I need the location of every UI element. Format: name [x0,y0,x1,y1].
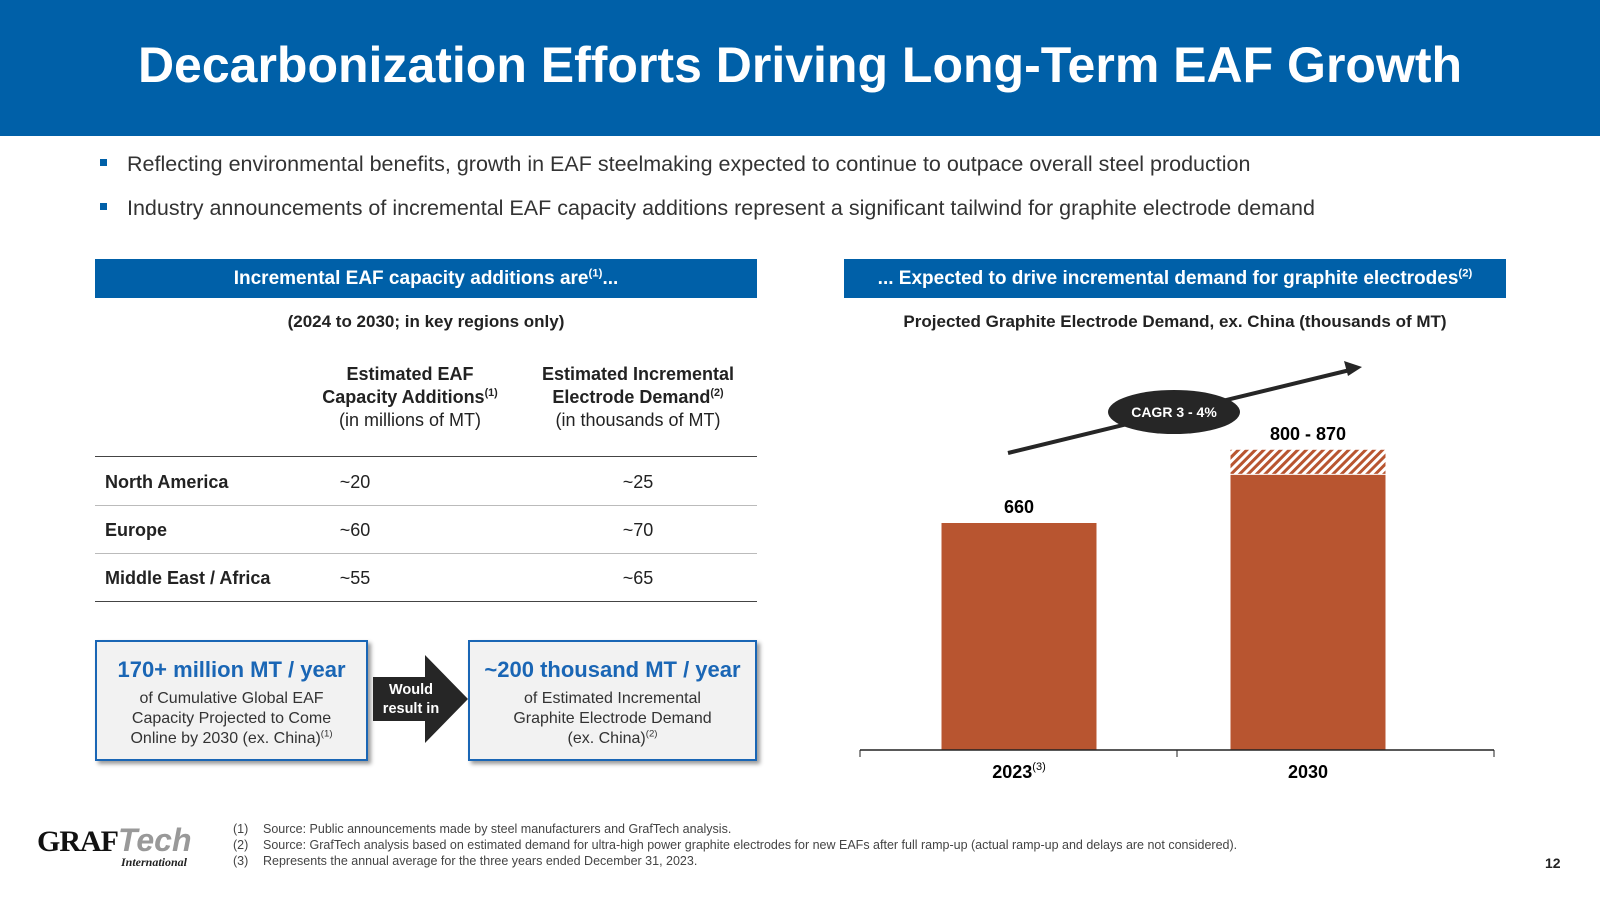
column-header-capacity: Estimated EAF Capacity Additions(1) (in mi… [280,363,540,432]
demand-callout: ~200 thousand MT / year of Estimated Inc… [468,640,757,761]
callout-text: Capacity Projected to Come [131,710,332,727]
footnote-num: (3) [233,854,249,868]
footnote-num: (2) [233,838,249,852]
bar-range [1230,449,1386,474]
table-row: Europe ~60 ~70 [95,506,757,554]
footnote-text: Represents the annual average for the th… [263,854,698,868]
header-bar [0,0,1600,136]
table-subtitle: (2024 to 2030; in key regions only) [287,312,565,331]
col-unit: (in thousands of MT) [555,410,721,430]
capacity: ~60 [339,520,371,540]
col-label: Estimated Incremental [541,364,735,384]
demand: ~25 [622,472,654,492]
footnote-text: Source: GrafTech analysis based on estim… [263,838,1238,852]
banner-text: ... Expected to drive incremental demand… [877,268,1459,289]
category-label: 2030 [1288,762,1328,782]
demand: ~70 [622,520,654,540]
bar [1230,474,1386,750]
bullet-text: Reflecting environmental benefits, growt… [127,152,1251,176]
col-unit: (in millions of MT) [338,410,481,430]
arrow-icon [373,655,468,743]
footnote-ref: (2) [645,728,658,740]
arrow-text: result in [382,701,440,717]
bar [941,523,1097,750]
logo-text: Tech [118,822,192,858]
region: North America [105,472,229,492]
col-label: Estimated EAF [346,364,474,384]
footnote-ref: (2) [1458,267,1473,280]
bullet: Industry announcements of incremental EA… [100,196,1315,221]
footnote: (1) Source: Public announcements made by … [233,822,731,836]
banner-tail: ... [602,268,619,289]
demand: ~65 [622,568,654,588]
bullet-icon [100,158,107,166]
region: Europe [105,520,168,540]
col-label: Capacity Additions [322,387,485,407]
left-banner: Incremental EAF capacity additions are(1… [95,259,757,298]
capacity-callout: 170+ million MT / year of Cumulative Glo… [95,640,368,761]
data-label: 800 - 870 [1270,424,1346,444]
bar-chart: CAGR 3 - 4% 660 2023(3) 800 - 870 2030 [859,361,1495,782]
footnote-ref: (1) [320,728,333,740]
category-label: 2023(3) [992,761,1046,782]
footnote-ref: (1) [588,267,603,280]
col-label: Electrode Demand [552,387,711,407]
table-row: Middle East / Africa ~55 ~65 [95,554,757,602]
arrow-text: Would [388,682,434,698]
data-label: 660 [1004,497,1034,517]
footnote-text: Source: Public announcements made by ste… [263,822,732,836]
bullet-icon [100,202,107,210]
table-row: North America ~20 ~25 [95,458,757,506]
logo-text: GRAF [37,825,119,858]
footnote-ref: (2) [710,387,724,399]
graftech-logo: GRAFTech International [37,822,197,872]
footnote: (3) Represents the annual average for the… [233,854,697,868]
callout-text: Online by 2030 (ex. China) [130,730,321,747]
page-title: Decarbonization Efforts Driving Long-Ter… [137,37,1463,93]
footnote: (2) Source: GrafTech analysis based on es… [233,838,1237,852]
callout-text: (ex. China) [567,730,646,747]
footnote-ref: (1) [484,387,498,399]
cagr-label: CAGR 3 - 4% [1131,404,1217,420]
right-banner: ... Expected to drive incremental demand… [844,259,1506,298]
capacity: ~55 [339,568,371,588]
callout-headline: ~200 thousand MT / year [484,657,741,682]
bullet: Reflecting environmental benefits, growt… [100,152,1250,177]
chart-title: Projected Graphite Electrode Demand, ex.… [903,312,1447,331]
callout-text: of Estimated Incremental [524,690,701,707]
callout-headline: 170+ million MT / year [117,657,346,682]
page-number: 12 [1545,855,1561,871]
capacity: ~20 [339,472,371,492]
banner-text: Incremental EAF capacity additions are [233,268,589,289]
region: Middle East / Africa [105,568,271,588]
cagr-badge [1108,390,1240,434]
arrowhead-icon [1344,361,1362,376]
arrow-label: Would result in [373,681,449,719]
callout-text: Graphite Electrode Demand [513,710,712,727]
logo-text: International [120,855,187,869]
footnote-num: (1) [233,822,249,836]
column-header-demand: Estimated Incremental Electrode Demand(2)… [508,363,768,432]
callout-text: of Cumulative Global EAF [139,690,324,707]
bullet-text: Industry announcements of incremental EA… [127,196,1315,220]
table-divider [95,456,757,457]
